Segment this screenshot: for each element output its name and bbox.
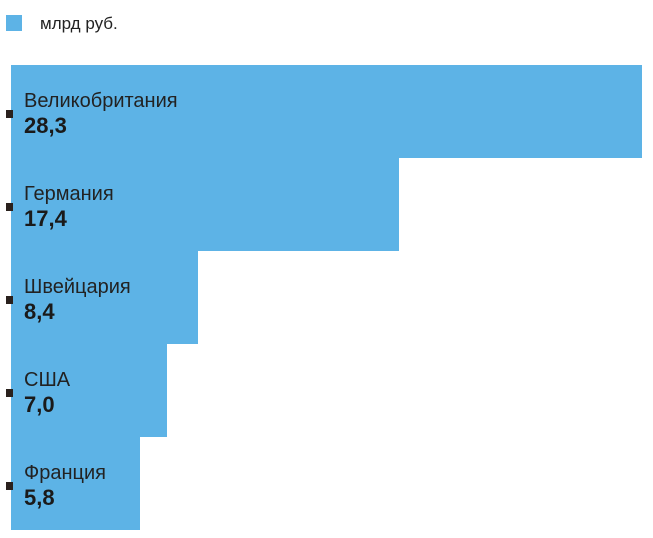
row-marker bbox=[6, 482, 13, 490]
legend-label: млрд руб. bbox=[40, 14, 118, 33]
bar bbox=[11, 158, 399, 251]
row-marker bbox=[6, 203, 13, 211]
category-label: Швейцария bbox=[24, 276, 131, 298]
category-label: Великобритания bbox=[24, 90, 178, 112]
row-marker bbox=[6, 296, 13, 304]
value-label: 5,8 bbox=[24, 485, 55, 510]
row-marker bbox=[6, 389, 13, 397]
category-label: Франция bbox=[24, 462, 106, 484]
category-label: Германия bbox=[24, 183, 114, 205]
value-label: 8,4 bbox=[24, 299, 55, 324]
bar bbox=[11, 251, 199, 344]
bar bbox=[11, 437, 141, 530]
bar bbox=[11, 344, 168, 437]
value-label: 28,3 bbox=[24, 113, 67, 138]
row-marker bbox=[6, 110, 13, 118]
value-label: 17,4 bbox=[24, 206, 67, 231]
value-label: 7,0 bbox=[24, 392, 55, 417]
legend-swatch bbox=[6, 15, 22, 31]
bar bbox=[11, 65, 642, 158]
category-label: США bbox=[24, 369, 71, 391]
